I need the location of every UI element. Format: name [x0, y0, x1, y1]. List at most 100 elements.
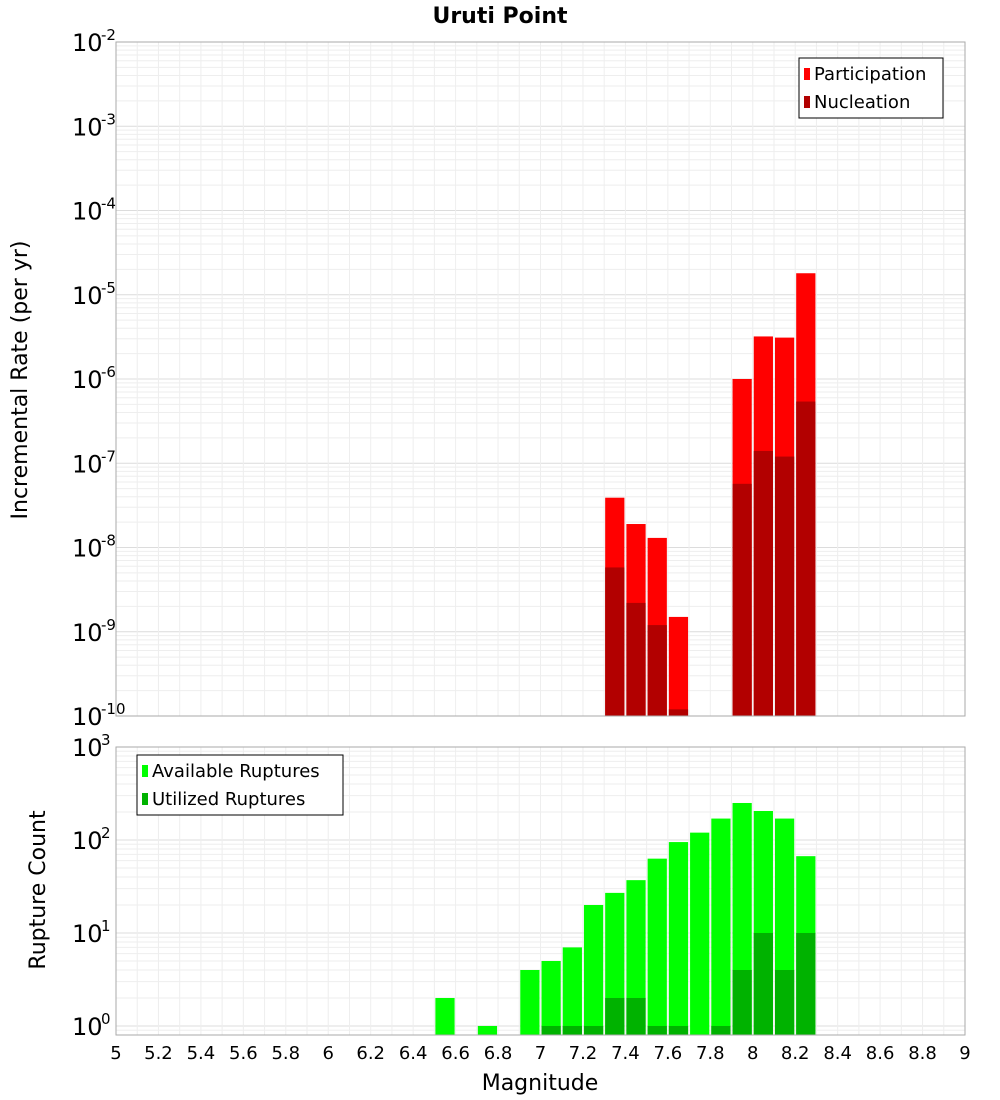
y-tick-label: 10	[72, 113, 103, 141]
x-tick-label: 6.2	[356, 1043, 385, 1064]
x-tick-label: 8.4	[823, 1043, 852, 1064]
legend-swatch	[804, 68, 810, 80]
bar-nucleation	[626, 602, 646, 716]
y-tick-exponent: -10	[101, 700, 126, 718]
legend-swatch	[804, 96, 810, 108]
bar-utilized-ruptures	[668, 1025, 689, 1035]
bar-utilized-ruptures	[774, 969, 795, 1035]
x-tick-label: 6	[323, 1043, 334, 1064]
y-tick-label: 10	[72, 619, 103, 647]
legend-label: Available Ruptures	[152, 761, 320, 782]
bar-nucleation	[796, 401, 816, 716]
y-tick-exponent: -6	[101, 363, 116, 381]
bar-available-ruptures	[562, 947, 582, 1035]
y-tick-label: 10	[72, 1013, 103, 1041]
y-tick-label: 10	[72, 827, 103, 855]
bar-available-ruptures	[690, 832, 710, 1035]
x-axis-label: Magnitude	[482, 1071, 599, 1096]
x-tick-label: 8.2	[781, 1043, 810, 1064]
bar-utilized-ruptures	[796, 932, 816, 1035]
x-tick-label: 8	[747, 1043, 758, 1064]
x-tick-labels: 5 5.2 5.4 5.6 5.8 6 6.2 6.4 6.6 6.8 7 7.2 7.4 7.6 7.8 8…	[110, 1043, 970, 1064]
bar-utilized-ruptures	[583, 1025, 604, 1035]
bar-available-ruptures	[668, 842, 689, 1035]
legend: Available Ruptures Utilized Ruptures	[136, 754, 344, 816]
legend-label: Nucleation	[814, 92, 910, 113]
x-tick-label: 5.2	[144, 1043, 173, 1064]
x-tick-label: 5.8	[271, 1043, 300, 1064]
y-tick-label: 10	[72, 450, 103, 478]
x-tick-label: 7.6	[654, 1043, 683, 1064]
x-tick-label: 7.2	[569, 1043, 598, 1064]
legend-label: Utilized Ruptures	[152, 789, 305, 810]
y-tick-label: 10	[72, 29, 103, 57]
y-tick-label: 10	[72, 920, 103, 948]
bar-utilized-ruptures	[541, 1025, 561, 1035]
bar-nucleation	[732, 483, 752, 716]
legend: Participation Nucleation	[798, 57, 944, 119]
y-tick-exponent: 3	[101, 731, 111, 749]
bar-nucleation	[774, 456, 795, 716]
bar-utilized-ruptures	[626, 997, 646, 1035]
x-tick-label: 5.4	[187, 1043, 216, 1064]
y-tick-label: 10	[72, 366, 103, 394]
bar-utilized-ruptures	[711, 1025, 731, 1035]
x-tick-label: 7	[535, 1043, 546, 1064]
y-tick-exponent: -3	[101, 110, 116, 128]
y-tick-label: 10	[72, 535, 103, 563]
bar-nucleation	[647, 625, 667, 716]
x-tick-label: 8.6	[866, 1043, 895, 1064]
bar-utilized-ruptures	[562, 1025, 582, 1035]
y-tick-exponent: 2	[101, 824, 111, 842]
top-y-axis-label: Incremental Rate (per yr)	[8, 241, 33, 520]
plot-frame	[115, 41, 966, 717]
x-tick-label: 6.6	[441, 1043, 470, 1064]
x-tick-label: 9	[959, 1043, 970, 1064]
y-tick-exponent: -9	[101, 616, 116, 634]
bar-utilized-ruptures	[753, 932, 773, 1035]
participation-nucleation-panel: 10-210-310-410-510-610-710-810-910-10Par…	[72, 26, 966, 731]
legend-box	[136, 754, 344, 816]
x-tick-label: 7.4	[611, 1043, 640, 1064]
bar-available-ruptures	[520, 969, 540, 1035]
bar-available-ruptures	[647, 858, 667, 1035]
y-tick-label: 10	[72, 198, 103, 226]
bottom-y-axis-label: Rupture Count	[26, 810, 51, 970]
y-tick-label: 10	[72, 282, 103, 310]
y-tick-exponent: 0	[101, 1010, 111, 1028]
y-tick-exponent: -4	[101, 195, 116, 213]
x-tick-label: 6.4	[399, 1043, 428, 1064]
bar-available-ruptures	[626, 880, 646, 1035]
bar-available-ruptures	[435, 997, 455, 1035]
legend-swatch	[142, 765, 148, 777]
legend-swatch	[142, 793, 148, 805]
bar-nucleation	[753, 450, 773, 716]
x-tick-label: 8.8	[908, 1043, 937, 1064]
bar-available-ruptures	[541, 960, 561, 1035]
bar-nucleation	[668, 709, 689, 716]
bar-participation	[668, 616, 689, 716]
plot-frame	[115, 746, 966, 1036]
y-tick-label: 10	[72, 703, 103, 731]
bar-available-ruptures	[583, 904, 604, 1035]
bar-available-ruptures	[711, 818, 731, 1035]
bar-utilized-ruptures	[605, 997, 625, 1035]
bar-utilized-ruptures	[647, 1025, 667, 1035]
x-tick-label: 7.8	[696, 1043, 725, 1064]
bar-utilized-ruptures	[732, 969, 752, 1035]
x-tick-label: 6.8	[484, 1043, 513, 1064]
y-tick-exponent: 1	[101, 917, 111, 935]
x-tick-label: 5	[110, 1043, 121, 1064]
chart-title: Uruti Point	[432, 4, 568, 29]
legend-label: Participation	[814, 64, 926, 85]
y-tick-exponent: -8	[101, 532, 116, 550]
bar-available-ruptures	[477, 1025, 498, 1035]
x-tick-label: 5.6	[229, 1043, 258, 1064]
bar-nucleation	[605, 567, 625, 716]
y-tick-label: 10	[72, 734, 103, 762]
y-tick-exponent: -2	[101, 26, 116, 44]
y-tick-exponent: -7	[101, 447, 116, 465]
y-tick-exponent: -5	[101, 279, 116, 297]
